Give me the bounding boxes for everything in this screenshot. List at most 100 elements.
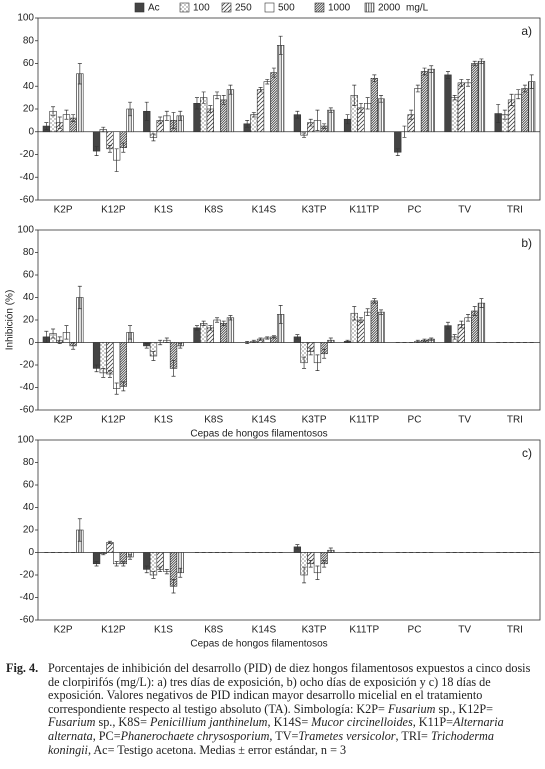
x-axis-label: Cepas de hongos filamentosos <box>190 429 327 440</box>
error-bar <box>194 97 199 110</box>
legend-label: 250 <box>235 3 252 14</box>
error-bar <box>409 109 414 120</box>
x-tick-label: TV <box>458 205 471 216</box>
error-bar <box>114 561 119 567</box>
figure: -60 -40 -20 0 20 40 60 80 100 K2P K12P K1S K8S K14S K3… <box>5 2 541 650</box>
legend-swatch <box>221 2 232 13</box>
legend-label: 2000 <box>378 3 401 14</box>
error-bar <box>178 110 183 121</box>
error-bar <box>128 325 133 340</box>
error-bar <box>121 381 126 392</box>
x-tick-label: K11TP <box>349 415 379 426</box>
error-bar <box>322 560 327 568</box>
error-bar <box>509 93 514 106</box>
x-tick-label: K1S <box>154 625 173 636</box>
error-bar <box>372 74 377 83</box>
error-bar <box>245 120 250 128</box>
caption-text: Phanerochaete chrysosporium <box>120 728 270 743</box>
bar <box>514 93 522 133</box>
bar <box>106 342 114 375</box>
legend-swatch <box>134 2 145 13</box>
y-axis-label: Inhibición (%) <box>5 290 16 351</box>
error-bar <box>516 89 521 100</box>
error-bar <box>121 142 126 153</box>
bar <box>256 89 265 133</box>
error-bar <box>158 339 163 346</box>
x-tick-label: K11TP <box>349 625 379 636</box>
x-tick-label: PC <box>408 625 422 636</box>
error-bar <box>251 112 256 118</box>
error-bar <box>221 320 226 326</box>
y-tick-label: 0 <box>28 547 34 558</box>
bar <box>263 81 271 133</box>
y-tick-label: 0 <box>28 337 34 348</box>
error-bar <box>345 114 350 125</box>
bar <box>220 323 228 343</box>
caption-text: Fusarium <box>48 715 96 730</box>
panel-label: a) <box>521 24 532 38</box>
error-bar <box>94 561 99 567</box>
legend-swatch <box>179 2 190 13</box>
error-bar <box>271 67 276 78</box>
error-bar <box>452 334 457 340</box>
bar <box>414 88 422 133</box>
error-bar <box>251 339 256 343</box>
x-tick-label: TV <box>458 625 471 636</box>
x-tick-label: K1S <box>154 415 173 426</box>
error-bar <box>358 102 363 113</box>
legend-swatch <box>314 2 325 13</box>
y-tick-label: 20 <box>23 104 35 115</box>
legend-swatch <box>264 2 275 13</box>
legend-label: 100 <box>193 3 210 14</box>
error-bar <box>151 351 156 361</box>
error-bar <box>302 566 307 584</box>
caption: Fig. 4. Porcentajes de inhibición del de… <box>6 661 536 757</box>
x-tick-label: K14S <box>252 205 277 216</box>
error-bar <box>171 579 176 594</box>
bar <box>213 95 221 133</box>
error-bar <box>315 565 320 580</box>
y-tick-label: 20 <box>23 315 35 326</box>
x-tick-label: PC <box>408 415 422 426</box>
error-bar <box>379 309 384 315</box>
error-bar <box>164 569 169 575</box>
y-tick-label: 0 <box>28 126 34 137</box>
error-bar <box>315 109 320 131</box>
bar <box>213 319 221 343</box>
error-bar <box>158 116 163 125</box>
caption-text: , Ac= Testigo acetona. Medias ± error es… <box>87 742 347 757</box>
bar <box>163 552 171 572</box>
error-bar <box>107 540 112 544</box>
y-tick-label: -20 <box>20 149 35 160</box>
error-bar <box>178 343 183 349</box>
y-tick-label: 100 <box>17 225 34 236</box>
bar <box>370 77 378 133</box>
error-bar <box>158 566 163 572</box>
legend-label: 500 <box>278 3 295 14</box>
error-bar <box>345 339 350 343</box>
error-bar <box>429 65 434 73</box>
caption-text: , K11P= <box>412 715 453 730</box>
error-bar <box>77 518 82 542</box>
error-bar <box>151 133 156 142</box>
error-bar <box>71 114 76 122</box>
bar <box>113 342 121 389</box>
x-tick-label: K2P <box>54 625 73 636</box>
x-tick-label: K8S <box>204 415 223 426</box>
bar <box>420 71 429 133</box>
y-tick-label: 100 <box>17 435 34 446</box>
error-bar <box>44 330 49 343</box>
error-bar <box>459 79 464 87</box>
error-bar <box>466 79 471 87</box>
error-bar <box>228 315 233 321</box>
error-bar <box>265 336 270 340</box>
error-bar <box>265 79 270 85</box>
y-tick-label: 40 <box>23 502 35 513</box>
bar <box>106 542 114 553</box>
y-tick-label: 60 <box>23 58 35 69</box>
x-tick-label: K3TP <box>302 625 327 636</box>
bar <box>357 319 365 343</box>
error-bar <box>395 148 400 156</box>
legend-label: 1000 <box>328 3 351 14</box>
